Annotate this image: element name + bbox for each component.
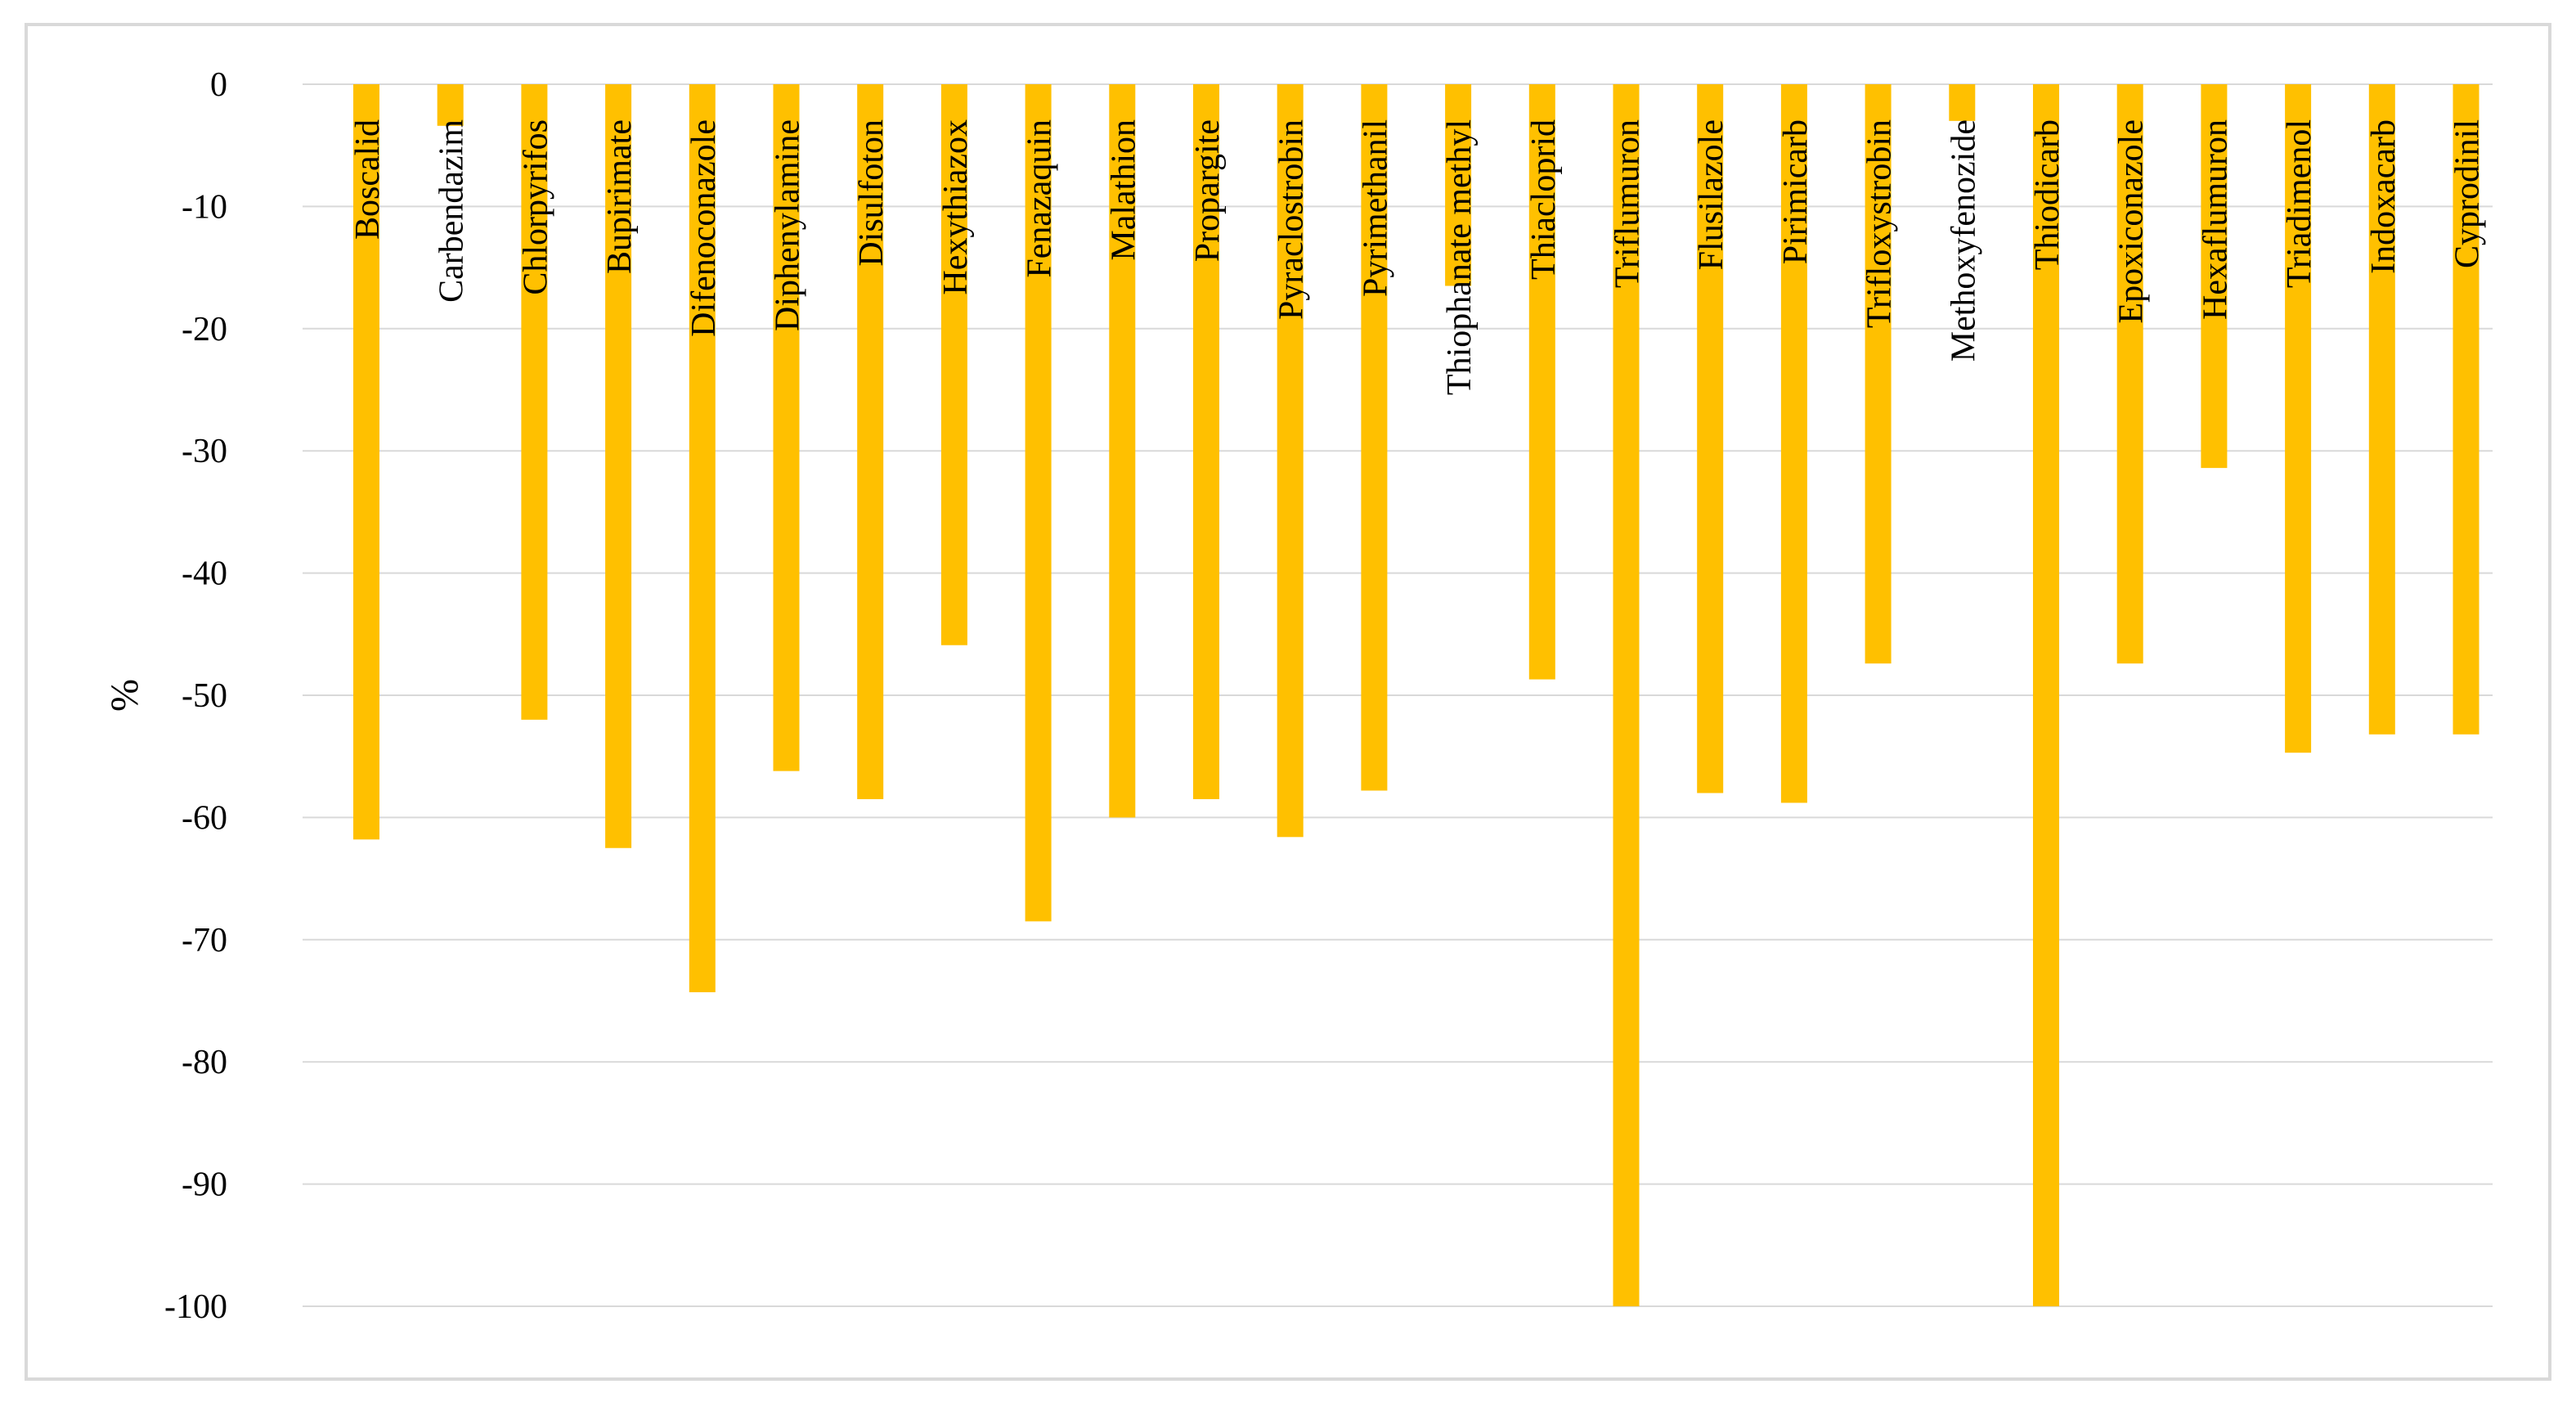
- bar: [857, 84, 884, 799]
- category-label: Thiophanate methyl: [1441, 119, 1479, 395]
- bar: [1697, 84, 1724, 793]
- category-label: Triflumuron: [1609, 119, 1647, 288]
- bar: [605, 84, 632, 848]
- y-axis-title: %: [103, 679, 146, 712]
- category-label: Pyraclostrobin: [1273, 119, 1311, 320]
- bar: [1277, 84, 1304, 838]
- bar: [1193, 84, 1219, 799]
- bars: [353, 84, 2480, 1306]
- category-label: Hexythiazox: [937, 119, 975, 295]
- category-label: Cyprodinil: [2449, 119, 2487, 268]
- bar: [2368, 84, 2395, 735]
- category-label: Triadimenol: [2281, 119, 2318, 288]
- category-label: Epoxiconazole: [2113, 119, 2151, 324]
- y-tick-label: -70: [182, 922, 227, 959]
- bar: [773, 84, 800, 771]
- bar: [1528, 84, 1555, 680]
- y-tick-label: -80: [182, 1044, 227, 1081]
- bar-chart: 0 -10 -20 -30 -40 -50 -60 -70 -80 -90 -100 Boscali…: [103, 66, 2493, 1326]
- bar: [2285, 84, 2312, 753]
- category-label: Bupirimate: [601, 119, 639, 274]
- category-label: Thiodicarb: [2029, 119, 2067, 270]
- category-label: Indoxacarb: [2365, 119, 2403, 274]
- y-tick-label: -60: [182, 799, 227, 837]
- category-label: Flusilazole: [1693, 119, 1730, 270]
- bar: [1865, 84, 1892, 664]
- category-label: Boscalid: [349, 119, 387, 240]
- bar: [1025, 84, 1052, 922]
- bar: [2453, 84, 2480, 735]
- bar: [1109, 84, 1136, 818]
- category-labels: Boscalid Carbendazim Chlorpyrifos Bupirimat…: [349, 119, 2487, 395]
- category-label: Trifloxystrobin: [1861, 119, 1899, 328]
- y-tick-label: -100: [164, 1288, 227, 1326]
- y-tick-label: -20: [182, 311, 227, 348]
- bar: [1780, 84, 1807, 803]
- y-tick-label: 0: [210, 66, 227, 104]
- category-label: Hexaflumuron: [2197, 119, 2234, 320]
- y-tick-label: -10: [182, 188, 227, 226]
- y-tick-label: -30: [182, 433, 227, 470]
- gridlines: [303, 83, 2493, 1307]
- category-label: Pyrimethanil: [1357, 119, 1394, 297]
- category-label: Difenoconazole: [685, 119, 723, 337]
- y-tick-label: -40: [182, 555, 227, 593]
- bar: [2201, 84, 2228, 469]
- y-axis-ticks: 0 -10 -20 -30 -40 -50 -60 -70 -80 -90 -100: [164, 66, 227, 1326]
- y-tick-label: -90: [182, 1166, 227, 1204]
- category-label: Pirimicarb: [1777, 119, 1815, 264]
- category-label: Carbendazim: [433, 119, 471, 303]
- bar: [1361, 84, 1388, 791]
- category-label: Propargite: [1189, 119, 1227, 262]
- category-label: Disulfoton: [853, 119, 891, 267]
- bar: [689, 84, 716, 993]
- bar: [1445, 84, 1472, 286]
- bar: [2033, 84, 2059, 1306]
- category-label: Diphenylamine: [770, 119, 807, 331]
- category-label: Thiacloprid: [1525, 119, 1563, 280]
- bar: [437, 84, 464, 126]
- category-label: Fenazaquin: [1021, 119, 1059, 278]
- category-label: Methoxyfenozide: [1945, 119, 1982, 362]
- bar: [1613, 84, 1640, 1306]
- bar: [1949, 84, 1976, 121]
- bar: [521, 84, 548, 720]
- y-tick-label: -50: [182, 677, 227, 715]
- category-label: Chlorpyrifos: [517, 119, 554, 295]
- bar: [2116, 84, 2143, 664]
- bar: [940, 84, 967, 645]
- category-label: Malathion: [1105, 119, 1142, 261]
- chart-frame: 0 -10 -20 -30 -40 -50 -60 -70 -80 -90 -100 Boscali…: [25, 23, 2551, 1381]
- bar: [353, 84, 379, 840]
